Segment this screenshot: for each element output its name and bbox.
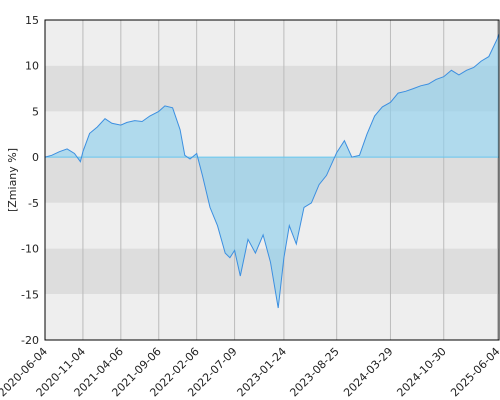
band	[45, 294, 499, 340]
y-tick-label: 15	[25, 14, 39, 27]
y-tick-label: -5	[28, 197, 39, 210]
x-tick-label: 2023-08-25	[287, 345, 341, 399]
y-axis-ticks: 15 10 5 0 -5 -10 -15 -20	[21, 14, 39, 347]
performance-line	[44, 33, 500, 309]
band	[45, 20, 499, 66]
x-tick-label: 2023-01-24	[235, 345, 289, 399]
y-axis-label: [Zmiany %]	[6, 148, 19, 212]
performance-area	[45, 33, 499, 308]
x-tick-label: 2024-10-30	[394, 345, 448, 399]
y-tick-label: 5	[32, 105, 39, 118]
y-tick-label: -20	[21, 334, 39, 347]
x-axis-ticks: 2020-06-042020-11-042021-04-062021-09-06…	[0, 345, 500, 399]
x-tick-label: 2024-03-29	[341, 345, 395, 399]
x-tick-label: 2025-06-04	[448, 345, 500, 399]
y-tick-label: 0	[32, 151, 39, 164]
y-tick-label: -15	[21, 288, 39, 301]
y-tick-label: 10	[25, 60, 39, 73]
plot-frame	[44, 19, 500, 341]
y-tick-label: -10	[21, 243, 39, 256]
